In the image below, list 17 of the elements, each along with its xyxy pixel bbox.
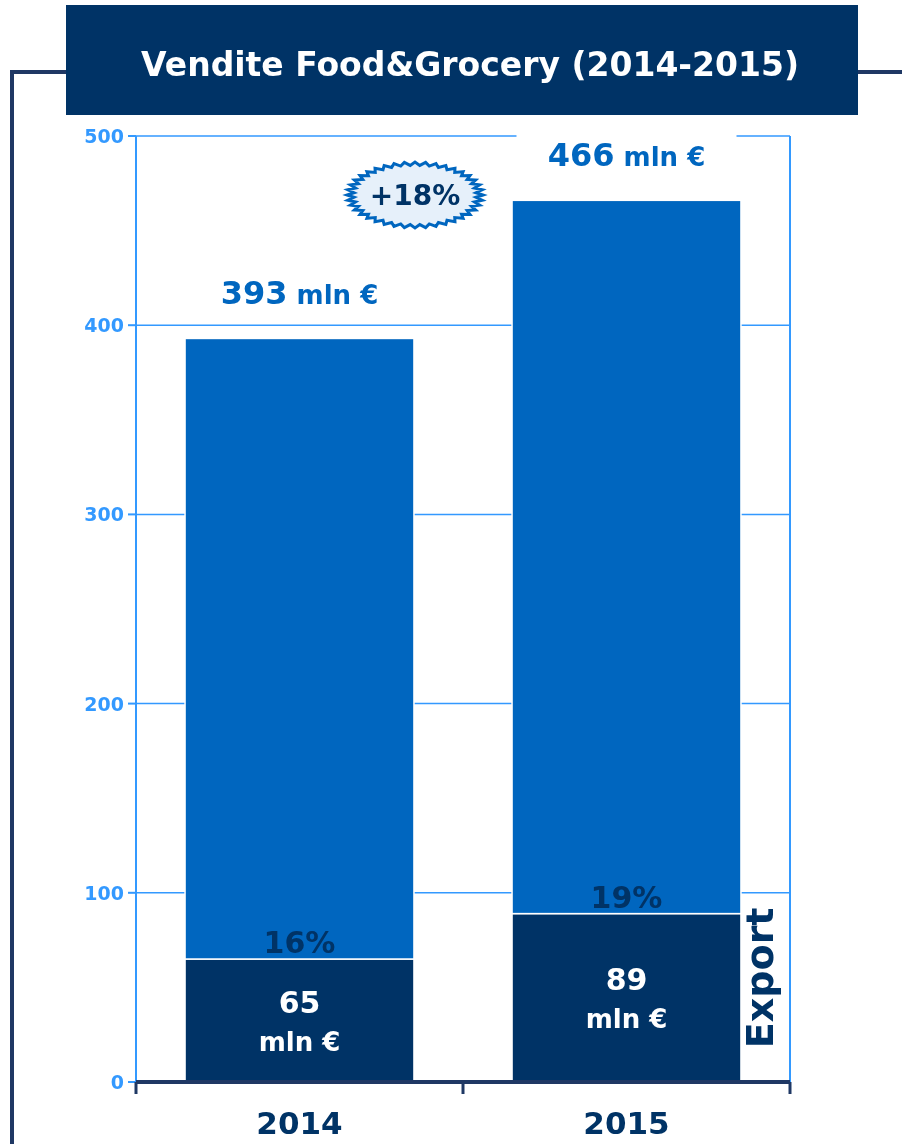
text: Export bbox=[737, 907, 782, 1049]
total-label: 393 mln € bbox=[220, 274, 379, 313]
chart-title: Vendite Food&Grocery (2014-2015) bbox=[141, 45, 799, 84]
annotation: 19% bbox=[590, 879, 663, 915]
x-tick-label: 2014 bbox=[256, 1105, 343, 1141]
y-tick-label: 400 bbox=[84, 314, 124, 337]
annotation: 16% bbox=[263, 925, 336, 961]
data-label: 65 mln € bbox=[258, 984, 341, 1057]
annotation: +18% bbox=[369, 179, 461, 212]
y-tick-label: 200 bbox=[84, 692, 124, 715]
total-label: 466 mln € bbox=[547, 136, 706, 175]
x-tick-label: 2015 bbox=[583, 1105, 670, 1141]
y-tick-label: 500 bbox=[84, 125, 124, 147]
data-label: 89 mln € bbox=[585, 961, 668, 1034]
y-tick-label: 100 bbox=[84, 881, 124, 904]
y-tick-label: 300 bbox=[84, 503, 124, 526]
y-tick-label: 0 bbox=[110, 1071, 124, 1093]
